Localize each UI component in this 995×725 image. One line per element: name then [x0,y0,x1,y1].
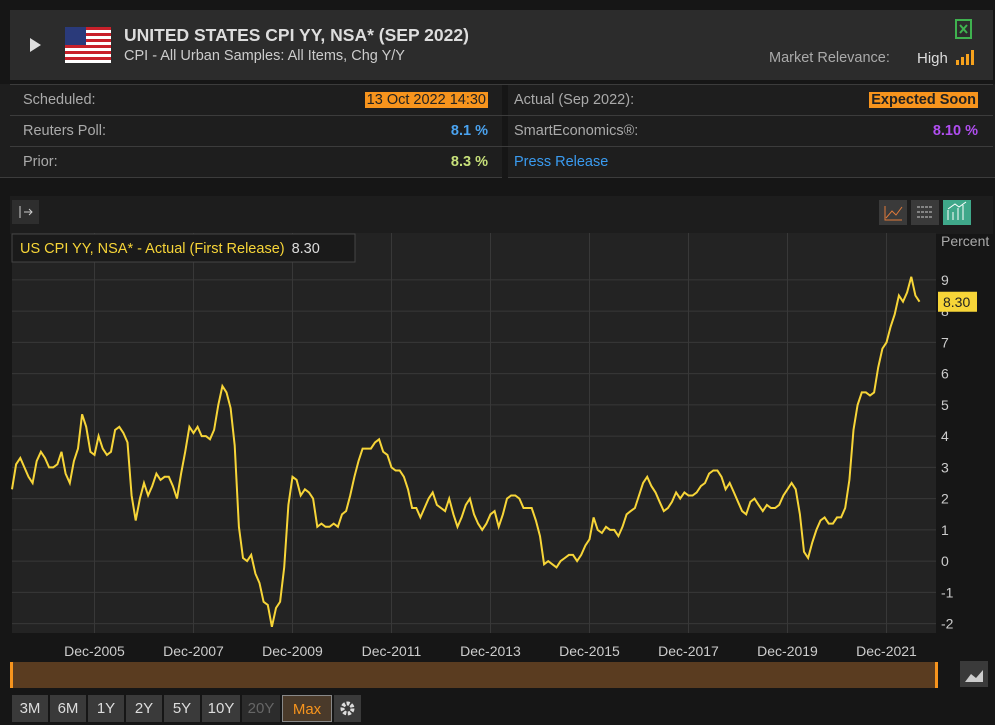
relevance-bars [956,50,974,65]
range-button[interactable]: 5Y [164,695,200,722]
series-line [11,276,921,628]
table-view-icon [917,206,933,218]
range-button[interactable]: 10Y [202,695,240,722]
subtitle: CPI - All Urban Samples: All Items, Chg … [124,48,405,64]
table-value: Expected Soon [869,92,978,108]
table-label: Scheduled: [23,92,96,108]
y-tick-label: 3 [941,459,949,475]
x-tick-label: Dec-2015 [559,643,620,659]
title: UNITED STATES CPI YY, NSA* (SEP 2022) [124,25,469,45]
table-value: 8.3 % [450,154,488,170]
range-button[interactable]: 6M [50,695,86,722]
table-row: Reuters Poll: 8.1 % SmartEconomics®: 8.10 % [10,115,993,147]
y-tick-label: 5 [941,397,949,413]
x-tick-label: Dec-2011 [362,643,422,659]
x-tick-label: Dec-2009 [262,643,323,659]
chart-type-icon [884,206,903,221]
table-value: 13 Oct 2022 14:30 [364,92,488,108]
cell-divider [502,85,508,116]
relevance-label: Market Relevance: [769,50,890,66]
x-tick-label: Dec-2019 [757,643,818,659]
range-button[interactable]: Max [282,695,332,722]
legend-box [11,233,356,263]
range-button[interactable]: 3M [12,695,48,722]
legend-value: 8.30 [292,241,320,257]
collapse-icon [19,206,33,218]
x-tick-label: Dec-2021 [856,643,917,659]
navigator-icon [965,670,983,682]
play-icon[interactable] [30,38,41,52]
y-tick-label: 4 [941,428,949,444]
analytics-button[interactable] [943,200,971,225]
navigator [10,661,988,688]
range-button[interactable]: 1Y [88,695,124,722]
range-button[interactable]: 2Y [126,695,162,722]
x-tick-label: Dec-2013 [460,643,521,659]
y-tick-label: -2 [941,616,954,632]
cell-divider [502,116,508,147]
legend-entry: US CPI YY, NSA* - Actual (First Release) [20,241,285,257]
current-value-label: 8.30 [943,294,970,310]
range-button: 20Y [242,695,280,722]
header: UNITED STATES CPI YY, NSA* (SEP 2022) CP… [10,10,993,80]
table-row: Prior: 8.3 % Press Release [10,146,993,178]
y-tick-label: 7 [941,334,949,350]
x-tick-label: Dec-2005 [64,643,125,659]
us-flag [65,27,111,63]
header-icons [30,27,111,63]
table-value: 8.1 % [450,123,488,139]
y-tick-label: 1 [941,522,949,538]
table-label: SmartEconomics®: [514,123,639,139]
y-tick-label: 9 [941,272,949,288]
gear-icon [340,701,355,716]
chart-toolbar [10,196,993,234]
info-table: Scheduled: 13 Oct 2022 14:30 Actual (Sep 2… [0,84,995,178]
analytics-icon [947,201,967,220]
table-label: Reuters Poll: [23,123,107,139]
excel-icon[interactable] [954,18,974,40]
navigator-handle-left[interactable] [10,662,13,688]
y-tick-label: 2 [941,491,949,507]
cell-divider [502,147,508,178]
x-tick-label: Dec-2007 [163,643,224,659]
settings-button[interactable] [334,695,361,722]
chart: Percent -2-10123456789Dec-2005Dec-2007De… [10,196,993,688]
navigator-handle-right[interactable] [935,662,938,688]
current-value-badge [938,291,977,312]
y-tick-label: -1 [941,584,954,600]
relevance-value: High [917,50,948,67]
y-tick-label: 6 [941,366,949,382]
y-axis-label: Percent [941,233,989,249]
table-row: Scheduled: 13 Oct 2022 14:30 Actual (Sep 2… [10,84,993,116]
navigator-track[interactable] [10,662,938,688]
table-label[interactable]: Press Release [514,154,609,170]
table-label: Actual (Sep 2022): [514,92,635,108]
plot-area [12,233,936,633]
navigator-button[interactable] [960,661,988,687]
x-tick-label: Dec-2017 [658,643,719,659]
y-tick-label: 0 [941,553,949,569]
table-label: Prior: [23,154,58,170]
table-value: 8.10 % [932,123,978,139]
